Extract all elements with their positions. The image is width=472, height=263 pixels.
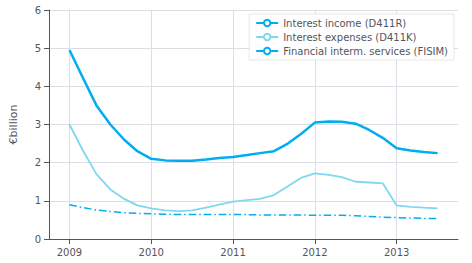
svg-text:6: 6 [35, 5, 41, 16]
svg-text:2013: 2013 [384, 247, 409, 258]
svg-text:2011: 2011 [220, 247, 245, 258]
svg-text:5: 5 [35, 43, 41, 54]
svg-text:Financial interm. services (FI: Financial interm. services (FISIM) [283, 46, 448, 57]
svg-text:2: 2 [35, 157, 41, 168]
svg-text:Interest expenses (D411K): Interest expenses (D411K) [283, 32, 416, 43]
svg-text:2010: 2010 [139, 247, 164, 258]
svg-text:4: 4 [35, 81, 41, 92]
svg-text:Interest income (D411R): Interest income (D411R) [283, 18, 406, 29]
svg-text:3: 3 [35, 119, 41, 130]
svg-text:0: 0 [35, 234, 41, 245]
svg-text:1: 1 [35, 195, 41, 206]
svg-text:€billion: €billion [7, 105, 20, 145]
svg-text:2009: 2009 [57, 247, 82, 258]
svg-text:2012: 2012 [302, 247, 327, 258]
